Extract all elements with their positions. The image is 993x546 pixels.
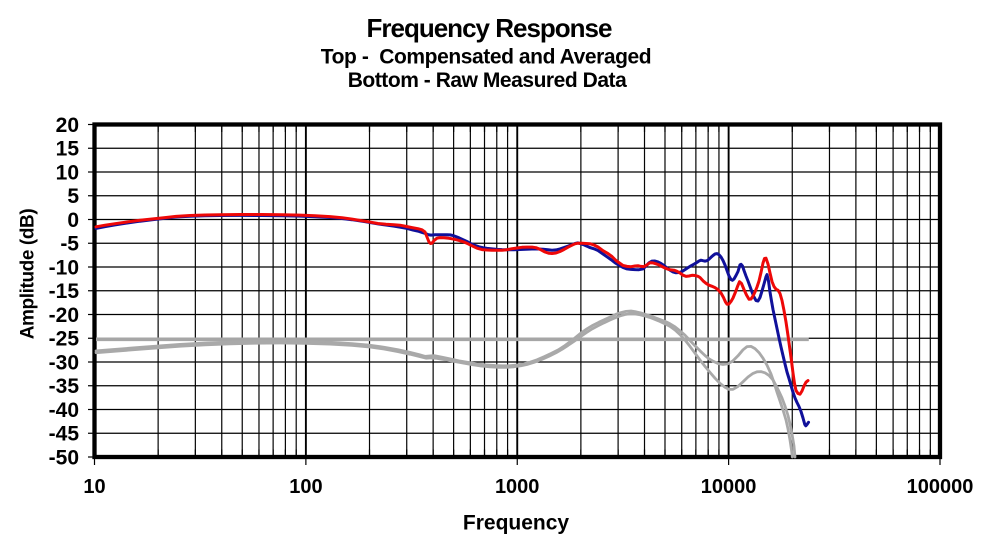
svg-text:-35: -35 — [49, 375, 80, 398]
svg-text:-25: -25 — [49, 328, 80, 351]
svg-text:5: 5 — [67, 185, 79, 208]
svg-text:-5: -5 — [60, 233, 79, 256]
svg-text:-30: -30 — [49, 351, 79, 374]
svg-text:1000: 1000 — [495, 476, 540, 498]
svg-text:0: 0 — [67, 209, 79, 232]
svg-text:Amplitude (dB): Amplitude (dB) — [18, 209, 39, 340]
svg-text:-50: -50 — [49, 446, 79, 469]
svg-text:Frequency: Frequency — [463, 512, 570, 535]
svg-text:20: 20 — [56, 114, 79, 137]
svg-text:Top - Compensated and Average: Top - Compensated and Averaged — [321, 46, 651, 69]
svg-text:10: 10 — [83, 476, 105, 498]
svg-text:15: 15 — [56, 138, 80, 161]
svg-text:Frequency Response: Frequency Response — [367, 13, 613, 43]
svg-text:-10: -10 — [49, 256, 79, 279]
svg-text:-15: -15 — [49, 280, 80, 303]
svg-text:-40: -40 — [49, 399, 79, 422]
svg-text:Bottom - Raw Measured Data: Bottom - Raw Measured Data — [348, 69, 627, 92]
svg-text:10000: 10000 — [701, 476, 757, 498]
svg-text:100000: 100000 — [907, 476, 974, 498]
svg-text:-45: -45 — [49, 423, 80, 446]
svg-text:100: 100 — [289, 476, 322, 498]
svg-text:-20: -20 — [49, 304, 79, 327]
svg-text:10: 10 — [56, 161, 79, 184]
